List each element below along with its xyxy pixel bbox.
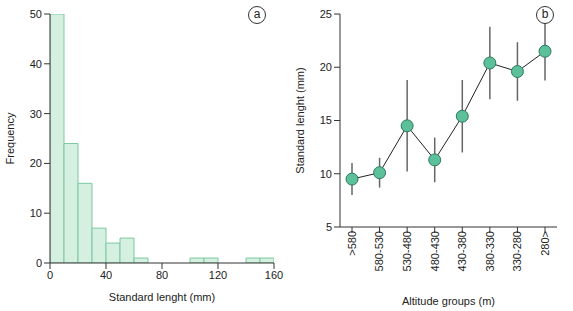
html-text:a: a [253,7,261,21]
html-text:b: b [541,7,549,21]
svg-text:Standard lenght (mm): Standard lenght (mm) [109,291,215,303]
svg-text:580-530: 580-530 [373,231,385,271]
svg-text:50: 50 [30,8,42,20]
svg-text:120: 120 [209,269,227,281]
svg-text:5: 5 [326,221,332,233]
svg-text:80: 80 [156,269,168,281]
svg-text:0: 0 [47,269,53,281]
svg-text:25: 25 [320,8,332,20]
svg-text:40: 40 [100,269,112,281]
svg-text:30: 30 [30,108,42,120]
svg-text:20: 20 [30,157,42,169]
svg-text:380-330: 380-330 [484,231,496,271]
svg-text:10: 10 [320,168,332,180]
svg-text:330-280: 330-280 [511,231,523,271]
svg-text:430-380: 430-380 [456,231,468,271]
svg-text:>580: >580 [346,231,358,256]
svg-text:40: 40 [30,58,42,70]
svg-text:Frequency: Frequency [8,112,16,164]
svg-text:20: 20 [320,61,332,73]
svg-text:15: 15 [320,114,332,126]
svg-text:Altitude groups (m): Altitude groups (m) [402,295,495,307]
svg-text:480-430: 480-430 [429,231,441,271]
svg-text:10: 10 [30,207,42,219]
svg-text:280>: 280> [539,231,551,256]
svg-text:160: 160 [265,269,283,281]
svg-text:Standard lenght (mm): Standard lenght (mm) [294,67,306,173]
svg-text:530-480: 530-480 [401,231,413,271]
svg-text:0: 0 [36,257,42,269]
